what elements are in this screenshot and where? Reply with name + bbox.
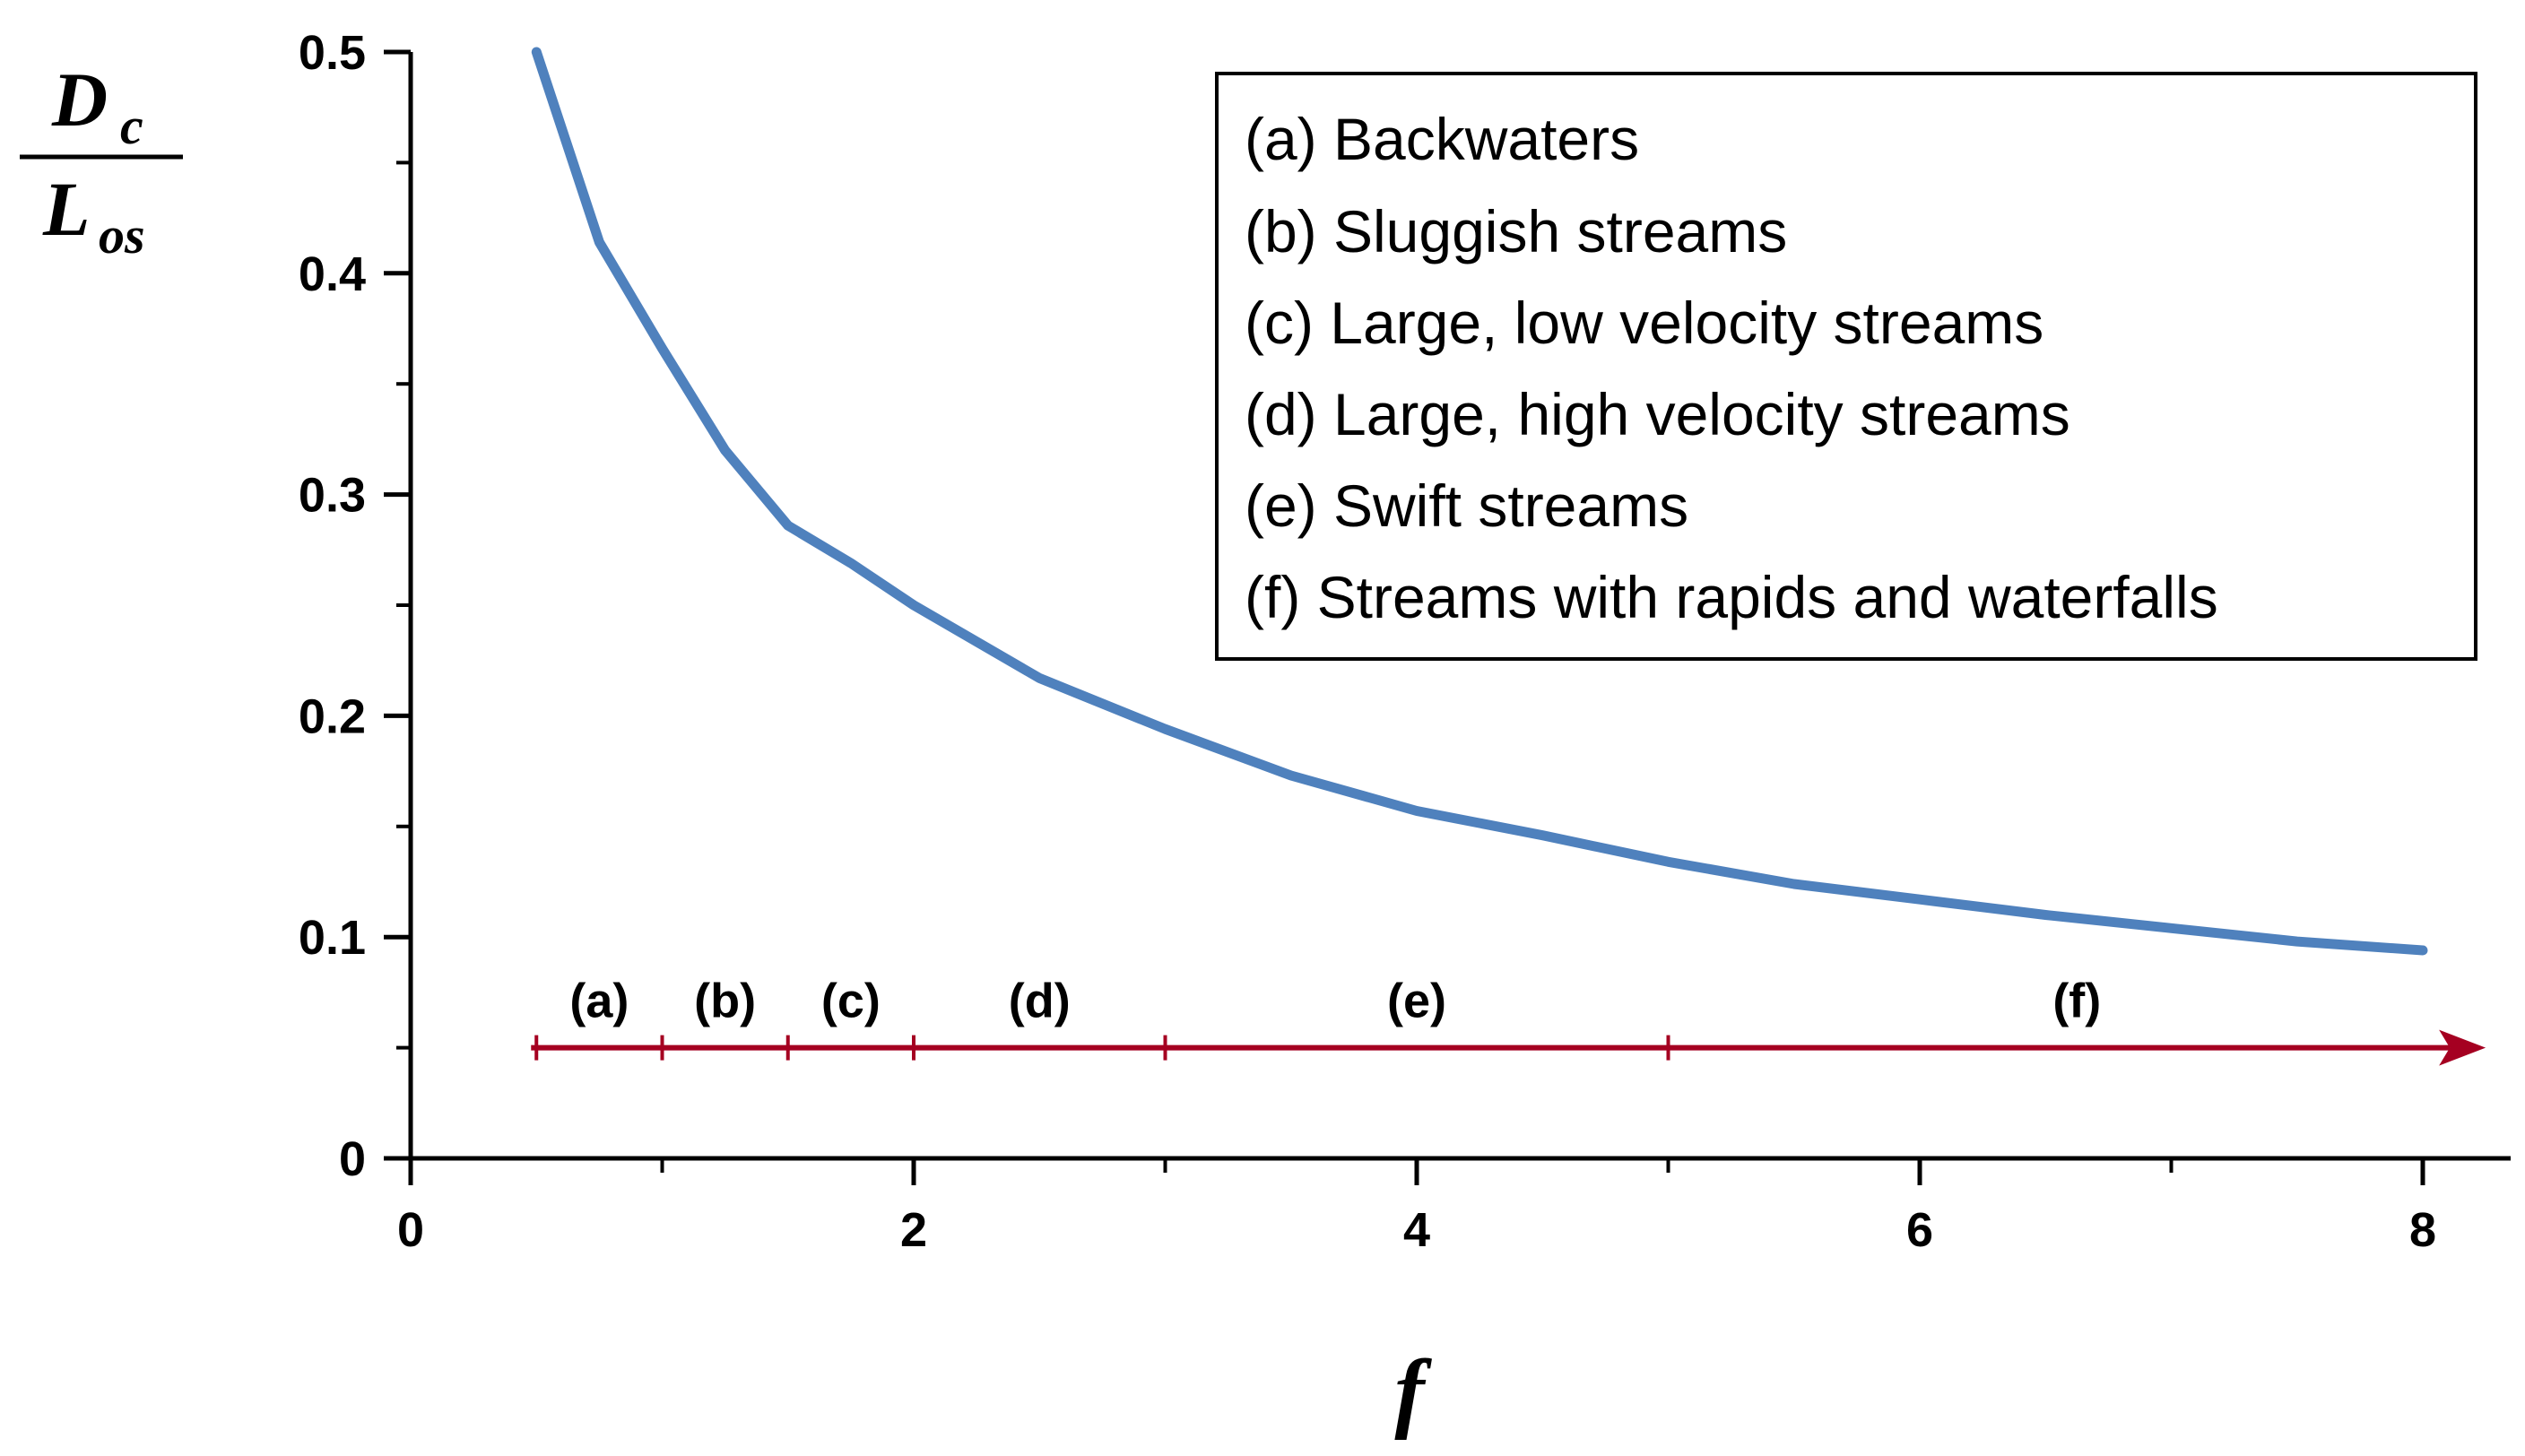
y-tick-label: 0.2 <box>299 689 366 743</box>
region-label-2: (c) <box>821 975 881 1028</box>
y-tick-label: 0.5 <box>299 26 366 80</box>
legend-entry-a: (a) Backwaters <box>1245 106 1639 172</box>
y-tick-label: 0.3 <box>299 469 366 523</box>
x-tick-label: 0 <box>397 1203 424 1257</box>
y-tick-label: 0 <box>339 1132 366 1186</box>
y-label-bottom-main: L <box>42 166 91 252</box>
y-axis-label: D c L os <box>20 56 183 264</box>
x-tick-label: 2 <box>900 1203 927 1257</box>
y-label-top-sub: c <box>120 97 143 155</box>
x-axis-label: f <box>1394 1341 1432 1441</box>
region-label-5: (f) <box>2052 975 2101 1028</box>
y-axis-ticks: 0 0.1 0.2 0.3 0.4 0.5 <box>299 26 411 1186</box>
y-label-top-main: D <box>51 56 108 143</box>
legend-entry-e: (e) Swift streams <box>1245 472 1688 539</box>
x-tick-label: 8 <box>2409 1203 2436 1257</box>
region-label-3: (d) <box>1009 975 1071 1028</box>
legend-entry-c: (c) Large, low velocity streams <box>1245 290 2043 356</box>
region-label-4: (e) <box>1387 975 1446 1028</box>
y-tick-label: 0.4 <box>299 247 366 301</box>
y-tick-label: 0.1 <box>299 911 366 965</box>
region-label-0: (a) <box>569 975 629 1028</box>
series-group <box>531 47 2428 956</box>
legend-entry-f: (f) Streams with rapids and waterfalls <box>1245 564 2218 630</box>
x-tick-label: 4 <box>1403 1203 1430 1257</box>
legend: (a) Backwaters (b) Sluggish streams (c) … <box>1215 72 2477 661</box>
series-line-0 <box>531 47 2428 956</box>
region-arrow-head <box>2439 1029 2486 1066</box>
legend-entry-b: (b) Sluggish streams <box>1245 198 1787 264</box>
region-label-1: (b) <box>694 975 756 1028</box>
regions-group: (a) (b) (c) (d) (e) (f) <box>531 975 2486 1066</box>
x-tick-label: 6 <box>1906 1203 1933 1257</box>
legend-box <box>1215 72 2477 661</box>
x-axis-ticks: 0 2 4 6 8 <box>397 1158 2436 1257</box>
y-label-bottom-sub: os <box>99 206 145 264</box>
legend-entry-d: (d) Large, high velocity streams <box>1245 381 2070 447</box>
